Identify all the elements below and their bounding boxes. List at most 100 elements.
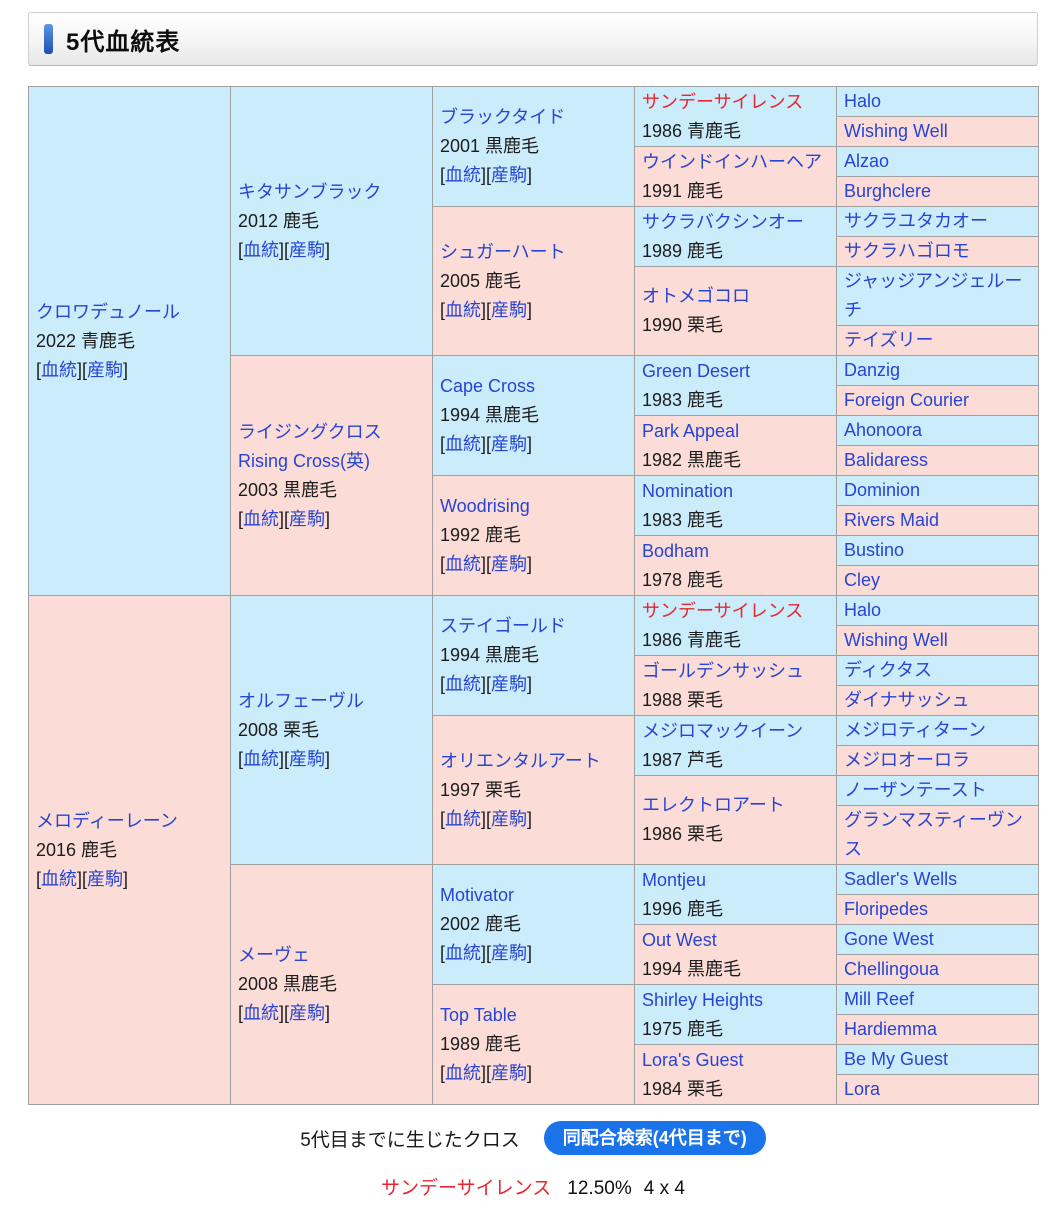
horse-link[interactable]: エレクトロアート [642,795,785,815]
horse-link[interactable]: Alzao [844,151,890,171]
horse-link[interactable]: Woodrising [440,496,530,516]
offspring-link[interactable]: 産駒 [289,508,326,529]
horse-link[interactable]: Foreign Courier [844,390,970,410]
horse-link[interactable]: Sadler's Wells [844,869,958,889]
offspring-link[interactable]: 産駒 [491,943,528,963]
horse-link[interactable]: Lora [844,1079,881,1099]
horse-link[interactable]: Floripedes [844,899,929,919]
horse-link[interactable]: サンデーサイレンス [642,600,804,621]
blood-link[interactable]: 血統 [445,674,482,694]
blood-link[interactable]: 血統 [445,554,482,574]
offspring-link[interactable]: 産駒 [491,1063,528,1083]
horse-link[interactable]: オリエンタルアート [440,750,601,771]
horse-link[interactable]: ダイナサッシュ [844,690,970,710]
horse-link[interactable]: Balidaress [844,450,929,470]
blood-link[interactable]: 血統 [445,808,482,829]
horse-link[interactable]: メジロオーロラ [844,750,970,770]
horse-link[interactable]: ブラックタイド [440,107,566,127]
horse-link[interactable]: メジロティターン [844,720,987,740]
horse-link[interactable]: サンデーサイレンス [642,91,804,112]
horse-link[interactable]: メーヴェ [238,945,310,965]
blood-link[interactable]: 血統 [243,748,280,769]
blood-link[interactable]: 血統 [445,943,482,963]
offspring-link[interactable]: 産駒 [289,748,326,769]
horse-link[interactable]: Nomination [642,480,734,501]
offspring-link[interactable]: 産駒 [491,808,528,829]
horse-link[interactable]: ライジングクロス [238,421,382,442]
horse-link[interactable]: Out West [642,929,717,950]
blood-link[interactable]: 血統 [445,434,482,454]
blood-link[interactable]: 血統 [41,359,78,380]
bracket: [ [486,554,492,574]
offspring-link[interactable]: 産駒 [289,239,326,260]
offspring-link[interactable]: 産駒 [491,165,528,185]
horse-link[interactable]: Top Table [440,1005,517,1025]
horse-link[interactable]: Park Appeal [642,420,740,441]
offspring-link[interactable]: 産駒 [491,554,528,574]
offspring-link[interactable]: 産駒 [289,1003,326,1023]
offspring-link[interactable]: 産駒 [87,868,124,889]
horse-link[interactable]: Halo [844,600,882,620]
offspring-link[interactable]: 産駒 [491,434,528,454]
horse-link[interactable]: ゴールデンサッシュ [642,660,804,681]
horse-link[interactable]: Danzig [844,360,901,380]
pedigree-cell: Mill Reef [836,984,1039,1015]
offspring-link[interactable]: 産駒 [491,299,528,320]
horse-info: 1978 鹿毛 [642,569,724,590]
horse-link[interactable]: Burghclere [844,181,932,201]
horse-link[interactable]: メロディーレーン [36,810,178,831]
offspring-link[interactable]: 産駒 [87,359,124,380]
horse-link[interactable]: シュガーハート [440,241,566,262]
horse-link[interactable]: メジロマックイーン [642,720,804,741]
horse-link[interactable]: Cape Cross [440,376,536,396]
horse-link[interactable]: Hardiemma [844,1019,938,1039]
horse-link[interactable]: Chellingoua [844,959,940,979]
bracket: [ [284,1003,290,1023]
horse-link[interactable]: Green Desert [642,360,751,381]
horse-link[interactable]: Gone West [844,929,934,949]
horse-link[interactable]: Wishing Well [844,630,948,650]
horse-link[interactable]: サクラハゴロモ [844,241,970,261]
blood-link[interactable]: 血統 [445,299,482,320]
blood-link[interactable]: 血統 [41,868,78,889]
horse-link[interactable]: Motivator [440,885,515,905]
bracket: [ [440,165,446,185]
horse-link[interactable]: キタサンブラック [238,181,382,202]
blood-link[interactable]: 血統 [445,1063,482,1083]
horse-link[interactable]: ジャッジアンジェルーチ [844,271,1023,320]
horse-link[interactable]: オトメゴコロ [642,286,750,306]
horse-link[interactable]: Mill Reef [844,989,915,1009]
horse-link[interactable]: Bodham [642,540,710,561]
horse-link[interactable]: テイズリー [844,330,934,350]
blood-link[interactable]: 血統 [243,239,280,260]
blood-link[interactable]: 血統 [243,508,280,529]
horse-link[interactable]: Be My Guest [844,1049,949,1069]
horse-link[interactable]: サクラユタカオー [844,211,988,231]
horse-link[interactable]: Lora's Guest [642,1049,744,1070]
horse-link[interactable]: クロワデュノール [36,301,180,322]
horse-link[interactable]: ノーザンテースト [844,780,987,800]
horse-link[interactable]: Bustino [844,540,905,560]
offspring-link[interactable]: 産駒 [491,674,528,694]
blood-link[interactable]: 血統 [445,165,482,185]
horse-link[interactable]: Cley [844,570,881,590]
horse-link[interactable]: Ahonoora [844,420,923,440]
pedigree-cell: Burghclere [836,176,1039,207]
horse-link[interactable]: ステイゴールド [440,616,566,636]
same-mating-search-button[interactable]: 同配合検索(4代目まで) [543,1121,766,1155]
horse-link[interactable]: オルフェーヴル [238,690,364,711]
horse-link[interactable]: サクラバクシンオー [642,211,804,232]
blood-link[interactable]: 血統 [243,1003,280,1023]
horse-link[interactable]: ディクタス [844,660,933,680]
horse-link[interactable]: Dominion [844,480,921,500]
horse-link[interactable]: Shirley Heights [642,989,764,1010]
horse-link[interactable]: Rivers Maid [844,510,940,530]
horse-link[interactable]: グランマスティーヴンス [844,810,1023,859]
bracket: [ [440,943,446,963]
horse-link[interactable]: Montjeu [642,869,707,890]
horse-link[interactable]: Rising Cross(英) [238,450,371,471]
horse-link[interactable]: ウインドインハーヘア [642,151,822,172]
horse-info: 1982 黒鹿毛 [642,449,742,470]
horse-link[interactable]: Halo [844,91,882,111]
horse-link[interactable]: Wishing Well [844,121,948,141]
